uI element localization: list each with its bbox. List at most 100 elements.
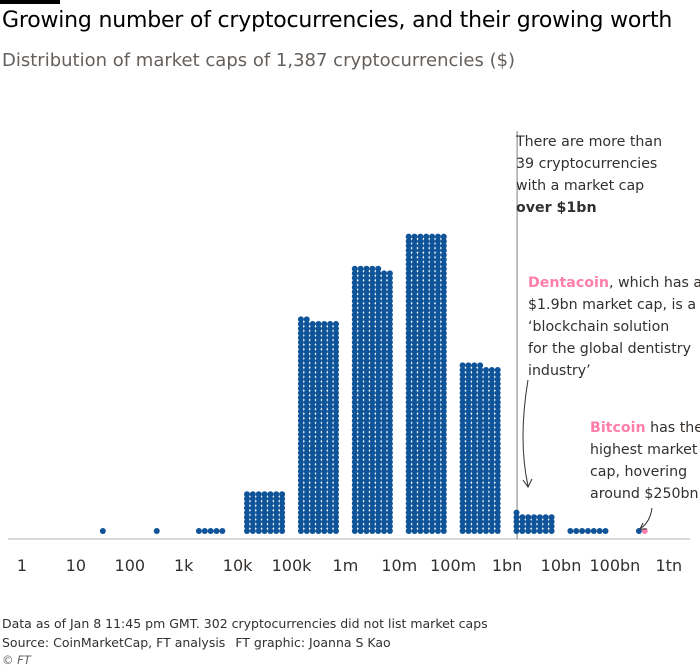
data-dot xyxy=(536,514,543,521)
footer-credit: FT graphic: Joanna S Kao xyxy=(235,635,391,650)
data-dot xyxy=(417,403,424,410)
data-dot xyxy=(369,408,376,415)
data-dot xyxy=(369,495,376,502)
data-dot xyxy=(488,403,495,410)
data-dot xyxy=(297,362,304,369)
data-dot xyxy=(494,380,501,387)
data-dot xyxy=(423,408,430,415)
data-dot xyxy=(297,477,304,484)
data-dot xyxy=(375,408,382,415)
data-dot xyxy=(423,509,430,516)
data-dot xyxy=(411,459,418,465)
data-dot xyxy=(351,482,358,488)
data-dot xyxy=(297,491,304,498)
data-dot xyxy=(333,477,339,484)
data-dot xyxy=(434,422,441,429)
data-dot xyxy=(303,348,310,355)
data-dot xyxy=(351,293,358,300)
data-dot xyxy=(309,440,316,447)
data-dot xyxy=(363,353,370,360)
data-dot xyxy=(386,436,393,442)
data-dot xyxy=(423,238,430,245)
data-dot xyxy=(440,459,447,465)
data-dot xyxy=(369,367,376,373)
data-dot xyxy=(423,256,430,263)
data-dot xyxy=(363,403,370,410)
data-dot xyxy=(363,367,370,373)
data-dot xyxy=(483,408,489,415)
data-dot xyxy=(434,311,441,318)
data-dot xyxy=(434,325,441,332)
data-dot xyxy=(297,463,304,470)
data-dot xyxy=(488,385,495,392)
data-dot xyxy=(465,449,472,456)
data-dot xyxy=(471,459,478,465)
data-dot xyxy=(375,270,382,277)
data-dot xyxy=(405,311,412,318)
data-dot xyxy=(333,459,339,465)
data-dot xyxy=(417,362,424,369)
data-dot xyxy=(405,247,412,254)
data-dot xyxy=(369,362,376,369)
data-dot xyxy=(477,500,484,507)
data-dot xyxy=(411,431,418,438)
data-dot xyxy=(471,380,478,387)
data-dot xyxy=(494,482,501,488)
data-dot xyxy=(434,238,441,245)
data-dot xyxy=(303,445,310,452)
data-dot xyxy=(321,505,328,511)
data-dot xyxy=(411,288,418,295)
data-dot xyxy=(369,321,376,327)
data-dot xyxy=(255,495,262,502)
data-dot xyxy=(351,463,358,470)
data-dot xyxy=(333,344,339,350)
data-dot xyxy=(440,500,447,507)
data-dot xyxy=(471,477,478,484)
data-dot xyxy=(255,500,262,507)
data-dot xyxy=(369,376,376,383)
data-dot xyxy=(477,459,484,465)
data-dot xyxy=(309,445,316,452)
data-dot xyxy=(386,528,393,534)
data-dot xyxy=(477,491,484,498)
data-dot xyxy=(303,505,310,511)
data-dot xyxy=(459,367,466,373)
data-dot xyxy=(471,426,478,433)
data-dot xyxy=(423,357,430,364)
data-dot xyxy=(488,459,495,465)
data-dot xyxy=(309,330,316,337)
data-dot xyxy=(321,509,328,516)
dentacoin-connector xyxy=(522,379,529,487)
data-dot xyxy=(357,491,364,498)
data-dot xyxy=(375,394,382,401)
data-dot xyxy=(357,426,364,433)
data-dot xyxy=(381,468,388,475)
data-dot xyxy=(386,311,393,318)
data-dot xyxy=(429,518,436,525)
data-dot xyxy=(429,486,436,493)
data-dot xyxy=(297,482,304,488)
data-dot xyxy=(405,426,412,433)
data-dot xyxy=(333,486,339,493)
data-dot xyxy=(405,316,412,323)
data-dot xyxy=(279,518,286,525)
data-dot xyxy=(411,330,418,337)
data-dot xyxy=(327,371,334,378)
data-dot xyxy=(369,334,376,341)
data-dot xyxy=(590,528,597,534)
data-dot xyxy=(417,367,424,373)
data-dot xyxy=(363,514,370,521)
data-dot xyxy=(309,482,316,488)
data-dot xyxy=(333,491,339,498)
data-dot xyxy=(315,376,322,383)
data-dot xyxy=(417,491,424,498)
data-dot xyxy=(369,298,376,304)
data-dot xyxy=(423,486,430,493)
data-dot xyxy=(440,362,447,369)
data-dot xyxy=(363,454,370,461)
data-dot xyxy=(309,394,316,401)
data-dot xyxy=(375,468,382,475)
data-dot xyxy=(357,482,364,488)
data-dot xyxy=(327,325,334,332)
x-tick-label: 10k xyxy=(223,556,253,575)
